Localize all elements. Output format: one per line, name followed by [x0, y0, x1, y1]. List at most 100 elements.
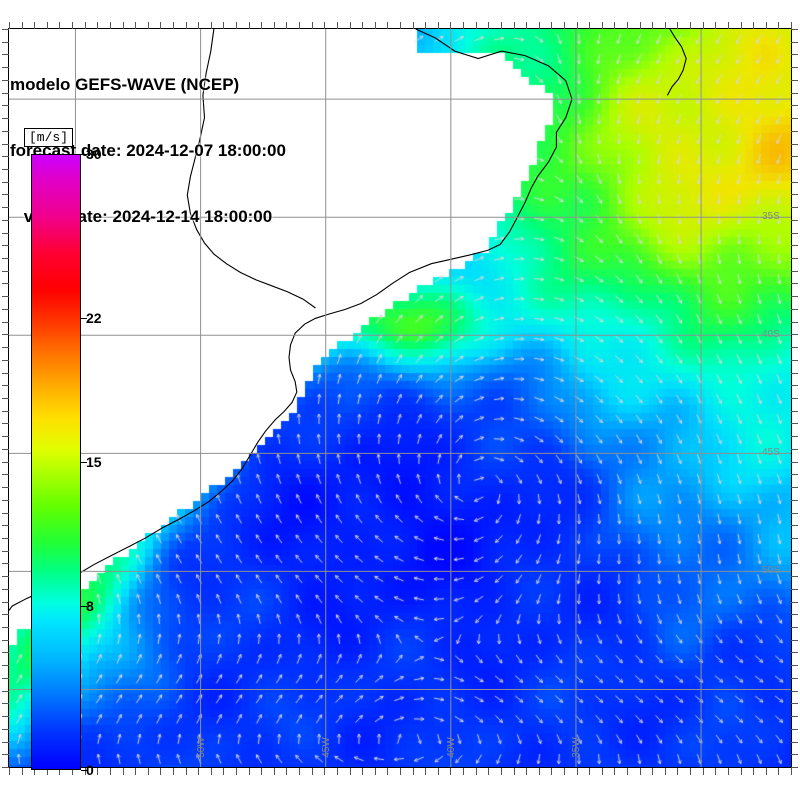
axis-tick — [791, 258, 798, 260]
axis-tick — [463, 768, 465, 775]
axis-tick — [791, 550, 798, 552]
axis-tick — [362, 768, 364, 775]
axis-tick — [627, 768, 629, 775]
axis-tick — [791, 308, 798, 310]
axis-tick — [791, 41, 798, 43]
axis-tick — [324, 768, 326, 775]
axis-tick — [727, 768, 729, 775]
axis-tick — [715, 768, 717, 775]
axis-tick — [311, 768, 313, 775]
map-plot-area[interactable] — [8, 28, 792, 768]
axis-tick — [576, 768, 578, 775]
colorbar-gradient — [31, 154, 81, 770]
axis-tick — [791, 79, 798, 81]
axis-tick — [109, 768, 111, 775]
axis-tick — [791, 614, 798, 616]
axis-tick — [791, 29, 798, 30]
axis-tick — [299, 768, 301, 775]
colorbar-unit-label: [m/s] — [24, 128, 74, 147]
axis-tick — [791, 652, 798, 654]
axis-tick — [652, 768, 654, 775]
axis-tick — [791, 639, 798, 641]
axis-tick — [791, 105, 798, 107]
axis-tick — [791, 423, 798, 425]
axis-tick — [791, 728, 798, 730]
axis-tick — [791, 512, 798, 514]
axis-tick — [791, 741, 798, 743]
axis-tick — [791, 219, 798, 221]
colorbar-tick-0: 0 — [86, 762, 94, 778]
axis-tick — [791, 588, 798, 590]
axis-tick — [172, 768, 174, 775]
axis-tick — [690, 768, 692, 775]
axis-tick — [160, 768, 162, 775]
axis-tick — [791, 245, 798, 247]
axis-tick — [791, 537, 798, 539]
axis-tick — [702, 768, 704, 775]
axis-tick — [791, 92, 798, 94]
axis-tick — [791, 627, 798, 629]
axis-tick — [349, 768, 351, 775]
axis-tick — [185, 768, 187, 775]
axis-tick — [374, 768, 376, 775]
axis-tick — [791, 601, 798, 603]
colorbar-tick-8: 8 — [86, 597, 94, 614]
axis-tick — [791, 487, 798, 489]
axis-tick — [791, 194, 798, 196]
axis-tick — [97, 768, 99, 775]
axis-tick — [791, 563, 798, 565]
axis-tick — [9, 768, 10, 775]
axis-tick — [236, 768, 238, 775]
axis-tick — [677, 768, 679, 775]
axis-tick — [791, 436, 798, 438]
axis-tick — [791, 118, 798, 120]
axis-tick — [437, 768, 439, 775]
axis-tick — [765, 768, 767, 775]
axis-tick — [412, 768, 414, 775]
axis-tick — [475, 768, 477, 775]
axis-tick — [791, 67, 798, 69]
axis-tick — [500, 768, 502, 775]
axis-tick — [791, 270, 798, 272]
axis-tick — [538, 768, 540, 775]
wind-direction-arrows — [9, 29, 791, 767]
axis-tick — [664, 768, 666, 775]
axis-tick — [135, 768, 137, 775]
axis-tick — [791, 461, 798, 463]
axis-tick — [791, 499, 798, 501]
axis-tick — [450, 768, 452, 775]
axis-tick — [791, 703, 798, 705]
axis-tick — [198, 768, 200, 775]
axis-tick — [791, 448, 798, 450]
axis-tick — [791, 207, 798, 209]
axis-tick — [791, 576, 798, 578]
title-model: modelo GEFS-WAVE (NCEP) — [10, 75, 240, 94]
axis-tick — [210, 768, 212, 775]
axis-tick — [336, 768, 338, 775]
axis-tick — [791, 130, 798, 132]
axis-tick — [791, 181, 798, 183]
colorbar-tick-15: 15 — [86, 454, 102, 470]
axis-tick — [778, 768, 780, 775]
axis-tick — [513, 768, 515, 775]
axis-tick — [791, 677, 798, 679]
axis-tick — [791, 754, 798, 756]
axis-tick — [791, 474, 798, 476]
colorbar-tick-30: 30 — [86, 146, 102, 162]
axis-tick — [589, 768, 591, 775]
axis-tick — [791, 372, 798, 374]
axis-tick — [551, 768, 553, 775]
axis-tick — [791, 359, 798, 361]
axis-tick — [526, 768, 528, 775]
axis-tick — [563, 768, 565, 775]
axis-tick — [791, 321, 798, 323]
axis-tick — [639, 768, 641, 775]
axis-tick — [791, 334, 798, 336]
axis-tick — [791, 347, 798, 349]
axis-tick — [791, 768, 792, 775]
axis-tick — [791, 716, 798, 718]
axis-tick — [753, 768, 755, 775]
axis-tick — [601, 768, 603, 775]
axis-tick — [791, 143, 798, 145]
axis-tick — [740, 768, 742, 775]
